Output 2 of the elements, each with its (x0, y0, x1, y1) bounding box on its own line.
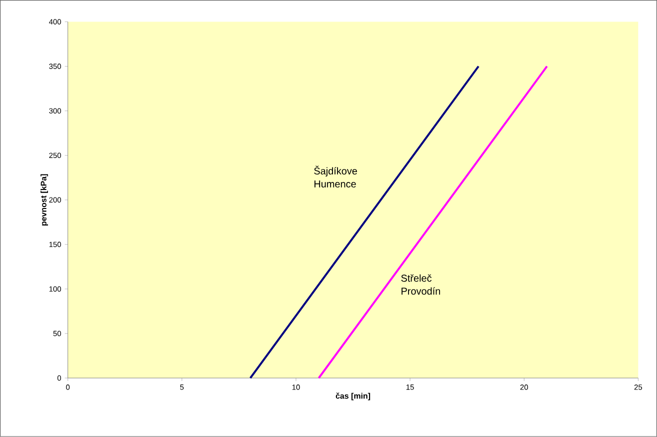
series-label: Střeleč Provodín (401, 274, 440, 295)
text: Šajdíkove Humence (314, 166, 358, 188)
